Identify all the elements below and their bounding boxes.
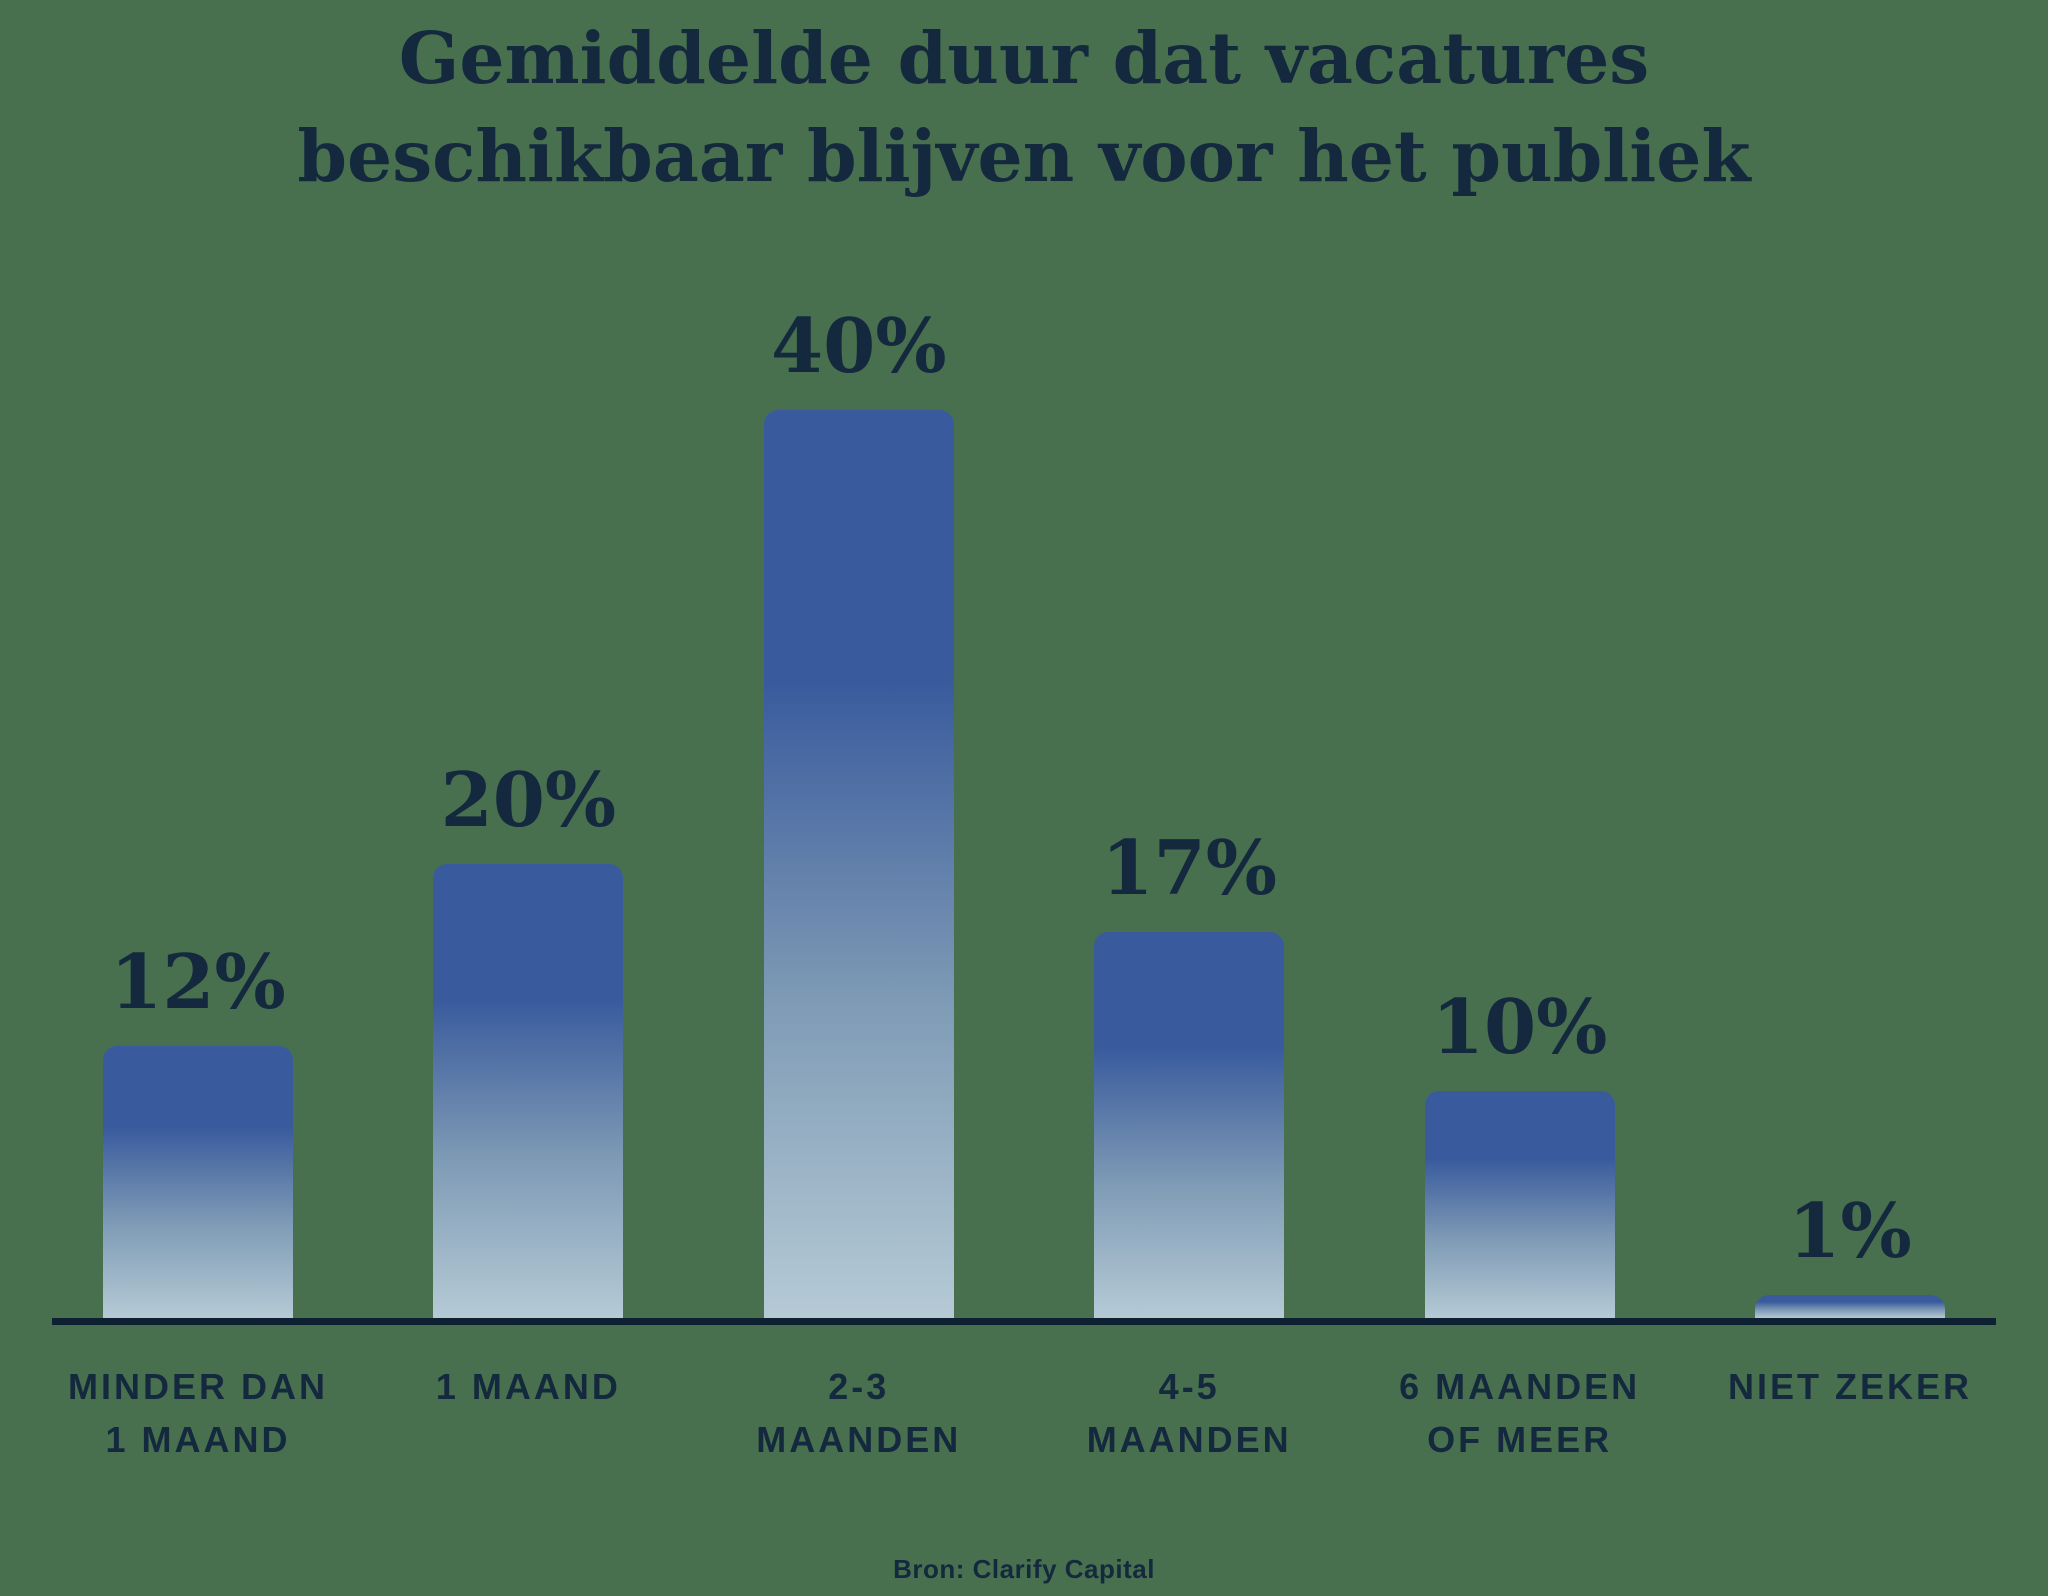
bar-column: 1% bbox=[1755, 1194, 1945, 1318]
bar bbox=[763, 410, 954, 1318]
x-axis-label-line: 1 MAAND bbox=[105, 1419, 291, 1460]
page-title-line-2: beschikbaar blijven voor het publiek bbox=[297, 113, 1751, 198]
bar-column: 17% bbox=[1094, 824, 1285, 1318]
page-title: Gemiddelde duur dat vacatures beschikbaa… bbox=[0, 10, 2048, 206]
bar-column: 40% bbox=[763, 302, 954, 1318]
bar-column: 12% bbox=[103, 945, 293, 1318]
x-axis-label-line: 2-3 bbox=[828, 1366, 890, 1407]
bar bbox=[1094, 932, 1285, 1318]
x-axis-label: 1 MAAND bbox=[363, 1360, 693, 1413]
bar-value-label: 40% bbox=[770, 302, 947, 390]
bar-value-label: 1% bbox=[1788, 1187, 1912, 1275]
x-axis-label: 6 MAANDEN OF MEER bbox=[1355, 1360, 1685, 1466]
bar-value-label: 10% bbox=[1431, 983, 1608, 1071]
x-axis-label-line: 4-5 bbox=[1158, 1366, 1220, 1407]
x-axis-label-line: MINDER DAN bbox=[68, 1366, 328, 1407]
bar-column: 10% bbox=[1424, 983, 1615, 1318]
x-axis-label-line: 6 MAANDEN bbox=[1399, 1366, 1641, 1407]
bar-column: 20% bbox=[433, 756, 624, 1318]
x-axis-label-line: MAANDEN bbox=[756, 1419, 962, 1460]
x-axis-line bbox=[52, 1318, 1996, 1325]
bar bbox=[433, 864, 624, 1318]
bar-value-label: 12% bbox=[110, 938, 286, 1026]
x-axis-label-line: NIET ZEKER bbox=[1727, 1366, 1972, 1407]
x-axis-label-line: 1 MAAND bbox=[435, 1366, 621, 1407]
page-title-line-1: Gemiddelde duur dat vacatures bbox=[398, 16, 1650, 100]
bar bbox=[103, 1046, 293, 1318]
x-axis-label: 4-5 MAANDEN bbox=[1024, 1360, 1354, 1466]
bar bbox=[1424, 1091, 1615, 1318]
x-axis-label: MINDER DAN 1 MAAND bbox=[33, 1360, 363, 1466]
x-axis-label: NIET ZEKER bbox=[1685, 1360, 2015, 1413]
x-axis-label: 2-3 MAANDEN bbox=[694, 1360, 1024, 1466]
x-axis-label-line: OF MEER bbox=[1427, 1419, 1613, 1460]
x-axis-label-line: MAANDEN bbox=[1086, 1419, 1292, 1460]
source-text: Bron: Clarify Capital bbox=[893, 1554, 1155, 1584]
bar-value-label: 17% bbox=[1101, 824, 1277, 912]
bar bbox=[1755, 1295, 1945, 1318]
bar-value-label: 20% bbox=[440, 756, 617, 844]
